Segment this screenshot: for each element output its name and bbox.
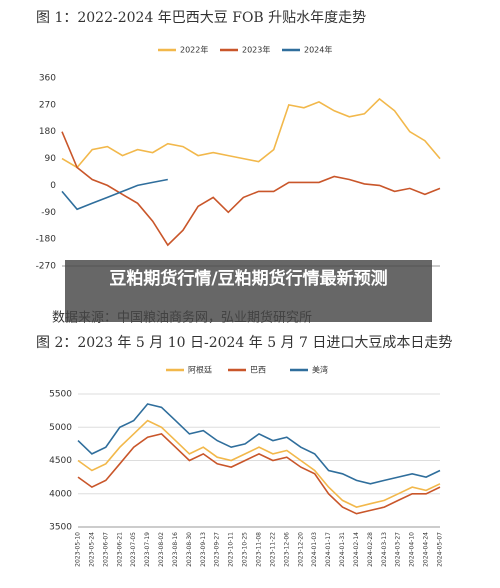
line [77,433,441,515]
y-tick-label: 270 [39,100,56,110]
y-tick-label: 4000 [49,489,72,499]
chart-title: 图 1：2022-2024 年巴西大豆 FOB 升贴水年度走势 [36,10,366,26]
x-tick-label: 2024-02-14 [353,532,360,567]
y-tick-label: 3500 [49,523,72,533]
x-tick-label: 2024-05-07 [437,532,444,567]
y-tick-label: 0 [50,181,56,191]
legend-label: 2023年 [242,45,270,55]
x-tick-label: 2024-04-10 [409,532,416,567]
x-tick-label: 2024-03-27 [395,532,402,567]
x-tick-label: 2023-09-13 [200,532,207,567]
x-tick-label: 2023-08-02 [158,532,165,567]
x-tick-label: 2023-09-27 [214,532,221,567]
x-tick-label: 2023-05-10 [75,532,82,567]
y-tick-label: -90 [41,208,56,218]
legend-label: 2022年 [180,45,208,55]
y-tick-label: -180 [36,235,57,245]
legend-label: 阿根廷 [188,365,212,375]
x-tick-label: 2024-01-17 [325,532,332,567]
x-tick-label: 2023-07-19 [144,532,151,567]
x-tick-label: 2023-10-25 [242,532,249,567]
x-tick-label: 2023-08-16 [172,532,179,567]
x-tick-label: 2023-10-11 [228,532,235,567]
x-tick-label: 2024-02-28 [367,532,374,567]
y-tick-label: 90 [45,154,57,164]
banner: 豆粕期货行情/豆粕期货行情最新预测 [65,260,432,322]
line [61,97,441,169]
y-tick-label: 5000 [49,423,72,433]
legend-label: 2024年 [304,45,332,55]
chart-title: 图 2：2023 年 5 月 10 日-2024 年 5 月 7 日进口大豆成本… [36,335,452,351]
y-tick-label: -270 [36,262,57,272]
x-tick-label: 2024-03-13 [381,532,388,567]
x-tick-label: 2023-12-06 [283,532,290,567]
x-tick-label: 2023-06-21 [116,532,123,567]
line [61,178,168,211]
line [77,403,441,485]
x-tick-label: 2023-11-08 [256,532,263,567]
x-tick-label: 2023-07-05 [130,532,137,567]
x-tick-label: 2023-06-07 [102,532,109,567]
y-tick-label: 5500 [49,390,72,400]
x-tick-label: 2023-11-22 [269,532,276,567]
line [77,419,441,508]
y-tick-label: 360 [39,74,56,84]
x-tick-label: 2024-01-03 [311,532,318,567]
x-tick-label: 2023-12-20 [297,532,304,567]
y-tick-label: 180 [39,127,56,137]
legend-label: 巴西 [250,366,266,375]
x-tick-label: 2024-01-31 [339,532,346,567]
line [61,131,441,247]
legend-label: 美湾 [312,365,328,375]
x-tick-label: 2023-05-24 [88,532,95,567]
x-tick-label: 2023-08-30 [186,532,193,567]
y-tick-label: 4500 [49,456,72,466]
x-tick-label: 2024-04-24 [423,532,430,567]
